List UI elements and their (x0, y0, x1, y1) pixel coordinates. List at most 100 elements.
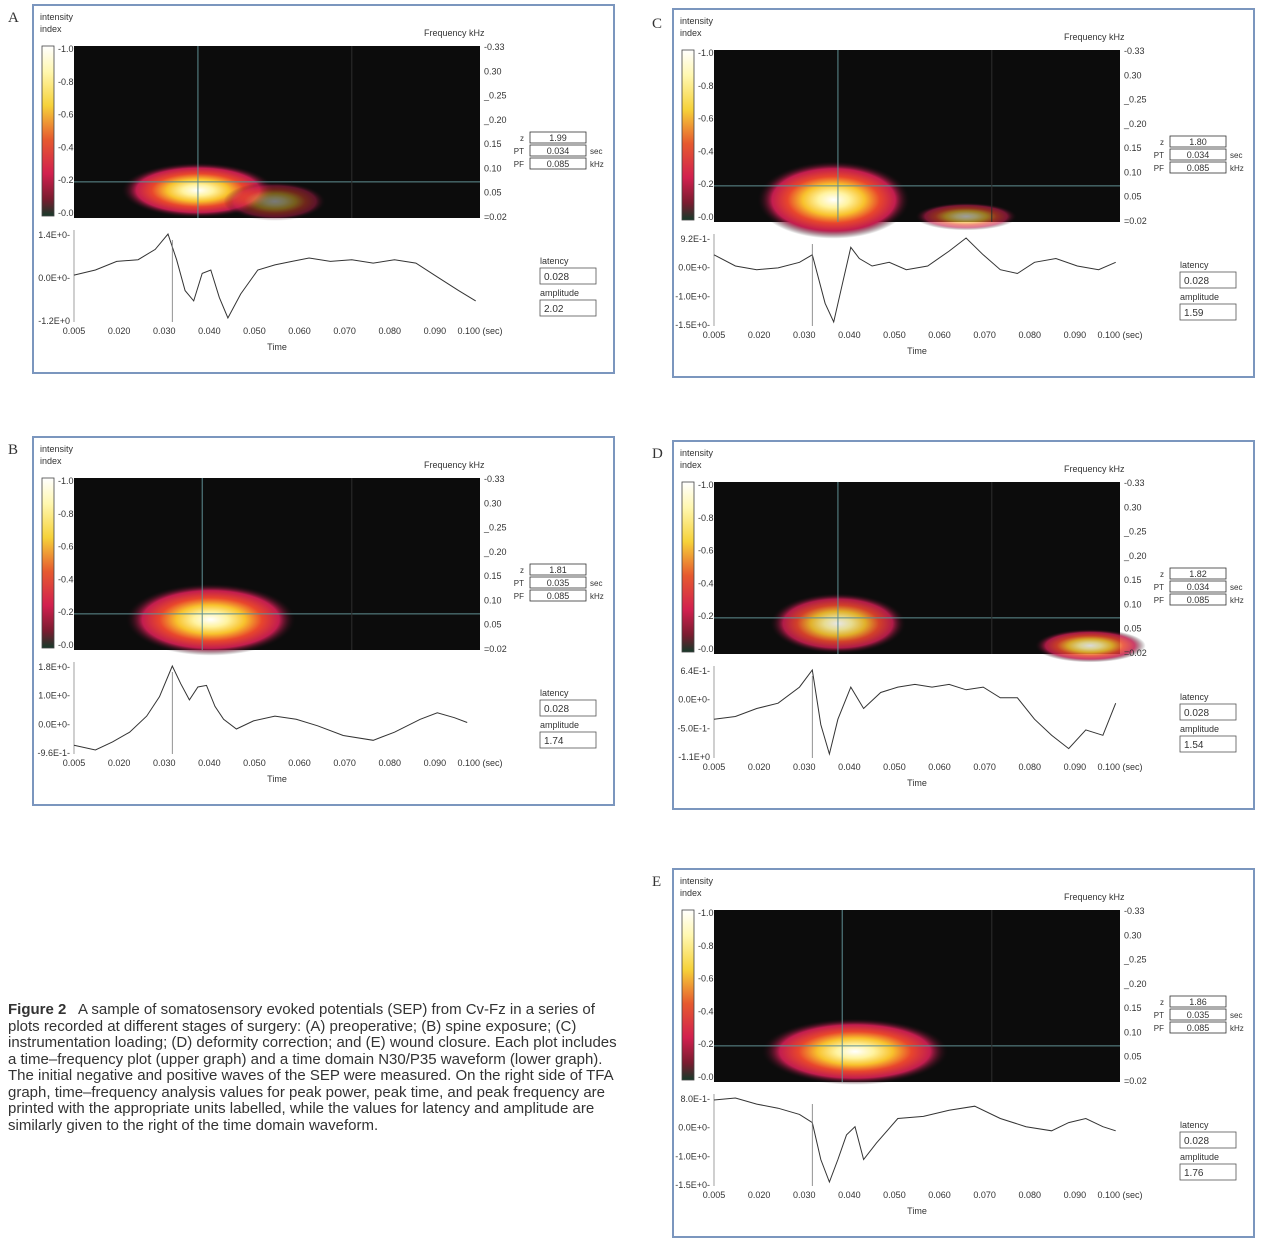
tfa-unit: kHz (590, 592, 604, 601)
time-tick: 0.005 (703, 1190, 726, 1200)
frequency-tick: 0.05 (1124, 1052, 1142, 1062)
waveform-y-label: -5.0E-1- (677, 723, 710, 733)
latency-value: 0.028 (1184, 1136, 1209, 1147)
time-tick: 0.080 (379, 758, 402, 768)
time-axis-label: Time (907, 1206, 927, 1216)
frequency-tick: _0.20 (1123, 979, 1147, 989)
tfa-label: z (520, 134, 524, 143)
panel-c: intensity index Frequency kHz -1.0 -0.8 -0.6 -… (672, 8, 1255, 378)
tfa-label: PF (1154, 1024, 1164, 1033)
waveform-y-label: -1.1E+0 (678, 752, 710, 762)
waveform-y-label: -1.0E+0- (675, 1151, 710, 1161)
frequency-tick: 0.15 (484, 571, 502, 581)
time-tick: 0.080 (1019, 1190, 1042, 1200)
panel-label-c: C (652, 16, 663, 32)
colorbar (681, 909, 695, 1081)
waveform-line (713, 668, 1117, 756)
frequency-tick: _0.20 (1123, 119, 1147, 129)
colorbar-tick: -0.6 (698, 974, 714, 984)
waveform-y-label: -1.5E+0- (675, 320, 710, 330)
intensity-label: intensity (680, 448, 714, 458)
tfa-value-box (1169, 995, 1227, 1008)
time-tick: 0.040 (838, 330, 861, 340)
frequency-axis-label: Frequency kHz (1064, 32, 1125, 42)
tfa-label: PF (514, 160, 524, 169)
latency-label: latency (1180, 1120, 1209, 1130)
frequency-tick: 0.10 (1124, 1027, 1142, 1037)
colorbar-tick: -0.0 (698, 212, 714, 222)
frequency-tick: 0.15 (1124, 575, 1142, 585)
heatmap-blob (756, 160, 911, 239)
time-tick: 0.050 (883, 330, 906, 340)
waveform-y-label: 9.2E-1- (680, 234, 710, 244)
tfa-value: 1.99 (549, 133, 567, 143)
tfa-label: PT (1154, 151, 1164, 160)
time-tick: 0.005 (703, 762, 726, 772)
tfa-value-box (1169, 567, 1227, 580)
waveform-y-label: 0.0E+0- (38, 719, 70, 729)
frequency-tick: 0.30 (1124, 70, 1142, 80)
amplitude-value: 1.54 (1184, 740, 1204, 751)
amplitude-box (539, 731, 597, 749)
frequency-tick: -0.33 (1124, 478, 1145, 488)
amplitude-label: amplitude (1180, 292, 1219, 302)
waveform-y-label: 1.4E+0- (38, 230, 70, 240)
time-tick: 0.070 (973, 1190, 996, 1200)
time-tick: 0.080 (1019, 330, 1042, 340)
colorbar-tick: -0.4 (58, 574, 74, 584)
time-tick: 0.100 (sec) (1097, 1190, 1142, 1200)
time-tick: 0.070 (333, 326, 356, 336)
latency-label: latency (1180, 260, 1209, 270)
heatmap-blob (914, 202, 1018, 231)
tfa-label: z (1160, 998, 1164, 1007)
frequency-tick: =0.02 (484, 212, 507, 222)
colorbar-tick: -0.2 (698, 611, 714, 621)
frequency-tick: 0.15 (1124, 1003, 1142, 1013)
caption-label: Figure 2 (8, 1001, 67, 1018)
colorbar-tick: -0.6 (58, 110, 74, 120)
latency-label: latency (540, 256, 569, 266)
amplitude-label: amplitude (1180, 1152, 1219, 1162)
time-tick: 0.090 (1064, 1190, 1087, 1200)
time-tick: 0.030 (793, 330, 816, 340)
time-tick: 0.020 (748, 330, 771, 340)
tfa-label: PF (1154, 596, 1164, 605)
frequency-tick: _0.25 (1123, 955, 1147, 965)
frequency-tick: _0.25 (483, 523, 507, 533)
waveform-y-label: 0.0E+0- (678, 263, 710, 273)
amplitude-box (1179, 1163, 1237, 1181)
tfa-label: PF (514, 592, 524, 601)
tfa-value-box (529, 589, 587, 602)
tfa-value: 1.81 (549, 565, 567, 575)
colorbar (681, 49, 695, 221)
time-tick: 0.060 (928, 330, 951, 340)
waveform-y-label: -1.0E+0- (675, 291, 710, 301)
tfa-value-box (1169, 1021, 1227, 1034)
index-label: index (680, 28, 702, 38)
panel-b: intensity index Frequency kHz -1.0 -0.8 -0.6 -… (32, 436, 615, 806)
frequency-tick: _0.20 (483, 115, 507, 125)
tfa-value: 1.86 (1189, 997, 1207, 1007)
frequency-tick: 0.05 (484, 620, 502, 630)
panel-label-e: E (652, 874, 662, 890)
latency-value: 0.028 (1184, 708, 1209, 719)
time-tick: 0.005 (63, 326, 86, 336)
frequency-tick: -0.33 (1124, 906, 1145, 916)
index-label: index (680, 460, 702, 470)
amplitude-box (539, 299, 597, 317)
colorbar-tick: -0.0 (698, 644, 714, 654)
index-label: index (680, 888, 702, 898)
frequency-tick: 0.15 (1124, 143, 1142, 153)
time-tick: 0.050 (883, 1190, 906, 1200)
heatmap-blob (125, 583, 297, 656)
waveform-line (713, 1097, 1116, 1184)
frequency-tick: _0.25 (1123, 95, 1147, 105)
frequency-tick: 0.05 (1124, 192, 1142, 202)
frequency-axis-label: Frequency kHz (424, 28, 485, 38)
tfa-value: 0.085 (1187, 163, 1210, 173)
amplitude-label: amplitude (1180, 724, 1219, 734)
frequency-tick: _0.20 (483, 547, 507, 557)
waveform-y-label: 0.0E+0- (38, 273, 70, 283)
colorbar-tick: -0.8 (58, 509, 74, 519)
time-tick: 0.090 (424, 758, 447, 768)
